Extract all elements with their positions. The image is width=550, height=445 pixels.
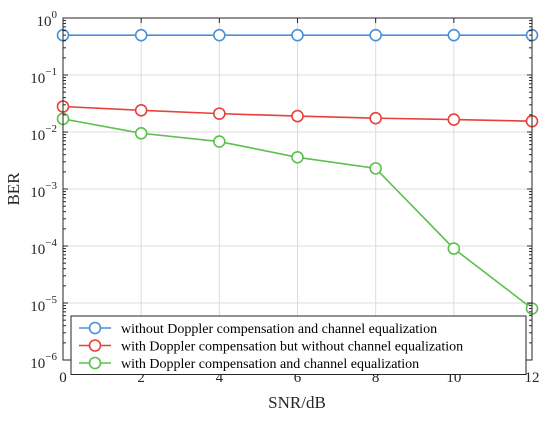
x-tick-label: 12 [525, 370, 540, 386]
y-tick-label: 10−2 [30, 123, 57, 144]
y-tick-label: 100 [37, 9, 58, 30]
legend-item: with Doppler compensation but without ch… [79, 339, 463, 355]
data-point [447, 113, 461, 126]
y-tick-label: 10−4 [30, 237, 57, 258]
x-tick-label: 8 [372, 370, 380, 386]
y-tick-label: 10−3 [30, 180, 57, 201]
data-point [291, 109, 304, 123]
axis-ticks [62, 17, 533, 361]
y-axis-title: BER [4, 172, 23, 206]
data-point [213, 135, 226, 148]
data-point [447, 242, 461, 255]
legend-item: without Doppler compensation and channel… [79, 321, 437, 337]
data-point [134, 104, 148, 117]
data-point [369, 111, 382, 125]
x-tick-label: 4 [216, 370, 224, 386]
x-tick-labels: 0 2 4 6 8 10 12 [59, 370, 539, 386]
data-point [369, 28, 382, 42]
legend-box [70, 315, 527, 375]
legend-label: with Doppler compensation but without ch… [121, 340, 463, 355]
legend-item: with Doppler compensation and channel eq… [79, 356, 419, 372]
y-tick-label: 10−5 [30, 294, 57, 315]
x-tick-label: 6 [294, 370, 302, 386]
legend: without Doppler compensation and channel… [70, 315, 527, 375]
data-point [134, 28, 148, 42]
y-tick-labels: 100 10−1 10−2 10−3 10−4 10−5 10−6 [30, 9, 57, 372]
data-point [291, 150, 304, 164]
y-tick-label: 10−1 [30, 66, 57, 87]
data-point [291, 28, 304, 42]
x-axis-title: SNR/dB [268, 393, 326, 412]
x-tick-label: 0 [59, 370, 67, 386]
legend-label: without Doppler compensation and channel… [121, 322, 437, 337]
data-point [213, 107, 226, 120]
x-tick-label: 2 [137, 370, 145, 386]
legend-swatch-marker [88, 339, 102, 352]
data-point [369, 162, 382, 175]
y-tick-label: 10−6 [30, 351, 57, 372]
data-point [447, 28, 461, 42]
legend-swatch-marker [88, 356, 102, 370]
data-point [134, 126, 148, 140]
data-point [213, 28, 226, 42]
series-2 [56, 100, 539, 128]
series-3 [56, 112, 539, 315]
legend-swatch-marker [88, 321, 102, 335]
legend-label: with Doppler compensation and channel eq… [121, 357, 419, 372]
